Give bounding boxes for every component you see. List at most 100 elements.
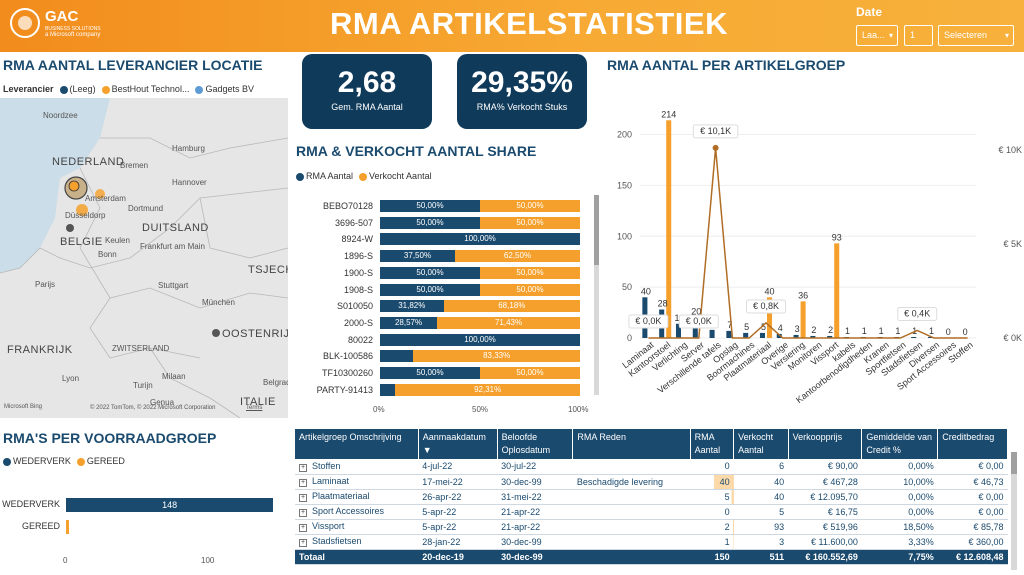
column-header[interactable]: RMA Aantal (690, 429, 735, 459)
voorraad-bar[interactable] (66, 520, 69, 534)
ag-bar-rma[interactable] (709, 329, 715, 338)
share-bar-verkocht[interactable]: 50,00% (480, 200, 580, 212)
map-legend-item[interactable]: Gadgets BV (195, 84, 254, 94)
map-legend: Leverancier (Leeg) BestHout Technol... G… (3, 84, 254, 94)
share-bar-verkocht[interactable]: 83,33% (413, 350, 580, 363)
ag-bar-rma[interactable] (743, 332, 749, 338)
table-row[interactable]: + Sport Accessoires 5-apr-22 21-apr-22 0 5 € 1… (295, 504, 1008, 520)
share-bar-verkocht[interactable]: 71,43% (437, 316, 580, 329)
map-marker-leeg[interactable] (66, 224, 74, 232)
share-bar-rma[interactable]: 50,00% (380, 283, 480, 296)
ag-bar-rma[interactable] (726, 330, 732, 338)
share-bar-row[interactable]: PARTY-91413 92,31% (300, 383, 590, 396)
supplier-location-map[interactable]: Noordzee NEDERLAND Amsterdam Hamburg Bre… (0, 98, 288, 418)
column-header[interactable]: Verkocht Aantal (733, 429, 789, 459)
column-header[interactable]: Aanmaakdatum ▼ (418, 429, 498, 459)
ag-bar-rma[interactable] (776, 333, 782, 338)
voorraad-legend-item[interactable]: GEREED (76, 456, 125, 466)
table-row[interactable]: + Stadsfietsen 28-jan-22 30-dec-99 1 3 € 11.60… (295, 534, 1008, 550)
table-row[interactable]: + Vissport 5-apr-22 21-apr-22 2 93 € 519,96 18,… (295, 519, 1008, 535)
ag-data-label: 0 (946, 327, 951, 337)
share-bar-verkocht[interactable]: 92,31% (395, 383, 580, 396)
share-bar-rma[interactable]: 50,00% (380, 200, 480, 212)
ag-bar-verkocht[interactable] (800, 301, 806, 338)
date-count-input[interactable]: 1 (904, 25, 933, 46)
column-header[interactable]: Gemiddelde van Credit % (861, 429, 939, 459)
column-header[interactable]: RMA Reden (572, 429, 691, 459)
map-marker-besthout[interactable] (68, 180, 80, 192)
share-bar-row[interactable]: 1908-S 50,00% 50,00% (300, 283, 590, 296)
expand-icon[interactable]: + (299, 539, 307, 547)
share-bar-rma[interactable]: 37,50% (380, 250, 455, 263)
map-marker-leeg[interactable] (212, 329, 220, 337)
share-bar-row[interactable]: 8924-W 100,00% (300, 233, 590, 246)
legend-dot-icon (59, 85, 68, 94)
ag-bar-rma[interactable] (911, 336, 917, 338)
share-legend-item[interactable]: Verkocht Aantal (359, 171, 432, 181)
share-bar-verkocht[interactable]: 50,00% (480, 266, 580, 279)
share-scrollbar-thumb[interactable] (594, 195, 599, 265)
date-unit-dropdown[interactable]: Selecteren ▾ (938, 25, 1014, 46)
map-marker-besthout[interactable] (76, 204, 88, 216)
ag-bar-verkocht[interactable] (767, 297, 773, 338)
share-bar-verkocht[interactable]: 68,18% (443, 300, 580, 313)
table-row[interactable]: + Stoffen 4-jul-22 30-jul-22 0 6 € 90,00 0,00% €… (295, 459, 1008, 475)
ag-bar-rma[interactable] (793, 334, 799, 338)
table-scrollbar[interactable] (1011, 452, 1017, 570)
map-legend-item[interactable]: (Leeg) (59, 84, 96, 94)
voorraad-legend-item[interactable]: WEDERVERK (3, 456, 71, 466)
expand-icon[interactable]: + (299, 479, 307, 487)
share-bar-row[interactable]: BLK-100586 83,33% (300, 350, 590, 363)
column-header[interactable]: Creditbedrag (937, 429, 1008, 459)
share-legend-item[interactable]: RMA Aantal (296, 171, 353, 181)
share-bar-rma[interactable]: 28,57% (380, 316, 438, 329)
share-scrollbar[interactable] (594, 195, 599, 395)
share-bar-row[interactable]: S010050 31,82% 68,18% (300, 300, 590, 313)
map-terms-link[interactable]: Terms (246, 405, 263, 411)
share-bar-row[interactable]: 3696-507 50,00% 50,00% (300, 216, 590, 229)
share-bar-row[interactable]: 1896-S 37,50% 62,50% (300, 250, 590, 263)
share-bar-rma[interactable]: 31,82% (380, 300, 444, 313)
expand-icon[interactable]: + (299, 524, 307, 532)
expand-icon[interactable]: + (299, 463, 307, 472)
column-header[interactable]: Artikelgroep Omschrijving (295, 429, 419, 459)
share-bar-verkocht[interactable]: 62,50% (455, 250, 580, 263)
ag-bar-rma[interactable] (675, 323, 681, 338)
ag-bar-verkocht[interactable] (666, 120, 672, 338)
share-bar-verkocht[interactable]: 50,00% (480, 283, 580, 296)
share-bar-row[interactable]: TF10300260 50,00% 50,00% (300, 367, 590, 379)
table-row[interactable]: + Plaatmateriaal 26-apr-22 31-mei-22 5 40 € 12… (295, 489, 1008, 505)
share-bar-row[interactable]: 80022 100,00% (300, 333, 590, 346)
column-header[interactable]: Verkoopprijs (788, 429, 863, 459)
share-bar-rma[interactable]: 50,00% (380, 216, 480, 229)
share-bar-row[interactable]: BEBO70128 50,00% 50,00% (300, 200, 590, 212)
ag-bar-rma[interactable] (827, 335, 833, 338)
share-bar-rma[interactable]: 100,00% (380, 333, 580, 346)
share-bar-row[interactable]: 1900-S 50,00% 50,00% (300, 266, 590, 279)
expand-icon[interactable]: + (299, 509, 307, 517)
date-period-dropdown[interactable]: Laa... ▾ (856, 25, 898, 46)
table-row[interactable]: + Laminaat 17-mei-22 30-dec-99 Beschadigde l… (295, 474, 1008, 490)
share-bar-rma[interactable] (380, 350, 414, 363)
map-legend-item[interactable]: BestHout Technol... (101, 84, 189, 94)
share-bar-row[interactable]: 2000-S 28,57% 71,43% (300, 316, 590, 329)
share-bar-rma[interactable] (380, 383, 396, 396)
table-cell-value: 30-dec-99 (501, 476, 542, 487)
table-scrollbar-thumb[interactable] (1011, 452, 1017, 474)
ag-data-label: 28 (658, 299, 668, 309)
ag-bar-rma[interactable] (810, 335, 816, 338)
map-marker-besthout[interactable] (95, 189, 105, 199)
ag-bar-rma[interactable] (759, 332, 765, 338)
share-bar-verkocht[interactable]: 50,00% (480, 216, 580, 229)
column-header[interactable]: Beloofde Oplosdatum (497, 429, 574, 459)
share-bar-rma[interactable]: 50,00% (380, 266, 480, 279)
share-bar-verkocht[interactable]: 50,00% (480, 367, 580, 379)
kpi-card-gem-rma: 2,68 Gem. RMA Aantal (302, 54, 432, 129)
share-bar-rma[interactable]: 100,00% (380, 233, 580, 246)
ag-bar-verkocht[interactable] (834, 243, 840, 338)
table-cell: 2 (690, 519, 734, 535)
share-bar-rma[interactable]: 50,00% (380, 367, 480, 379)
expand-icon[interactable]: + (299, 494, 307, 502)
ag-bar-rma[interactable] (927, 336, 933, 338)
voorraad-bar[interactable]: 148 (66, 498, 274, 512)
